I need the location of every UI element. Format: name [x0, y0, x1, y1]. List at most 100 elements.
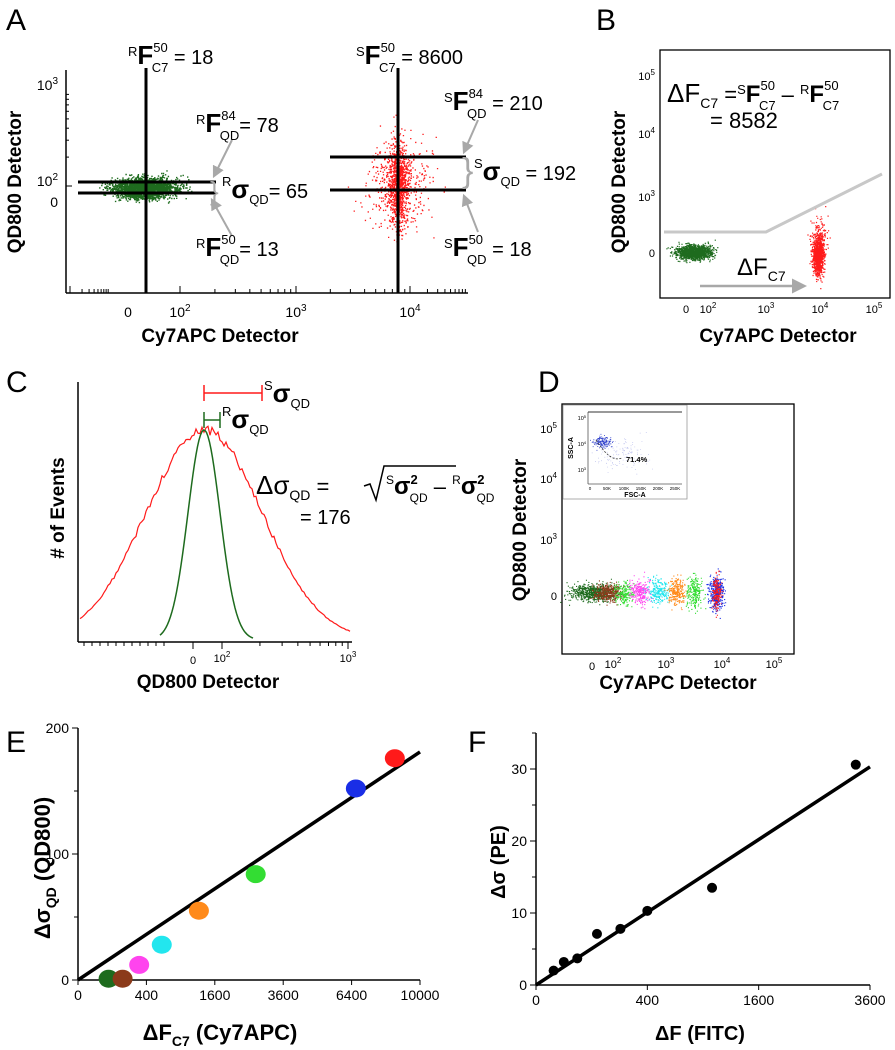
panel-d-population-7 [706, 568, 727, 619]
panel-c-y-axis-label: # of Events [48, 457, 69, 558]
panel-c-r-histogram [159, 429, 254, 639]
panel-e-x-tick-label: 6400 [336, 987, 367, 1003]
panel-b-y-tick-1: 103 [638, 189, 655, 204]
panel-c-sqrt-sign [363, 465, 456, 503]
panel-d-y-tick-0: 0 [551, 591, 557, 603]
panel-d-inset-x-tick-4: 200K [653, 486, 664, 491]
panel-letter-e: E [6, 726, 26, 759]
panel-b-y-tick-3: 105 [638, 68, 655, 83]
panel-e-point-0 [98, 969, 119, 988]
panel-f: F 0 400 1600 3600 0 10 20 30 ΔF (FITC) Δσ (PE) [468, 726, 886, 1045]
panel-c-equation: ΔσQD = [256, 470, 329, 503]
panel-a-x-tick-1: 102 [169, 303, 191, 320]
panel-a-x-axis-label: Cy7APC Detector [141, 326, 299, 347]
panel-letter-a: A [6, 4, 26, 37]
panel-a-s-population-spread [347, 125, 446, 239]
panel-b-delta-label: ΔFC7 [737, 254, 786, 284]
panel-f-y-tick-label: 10 [511, 905, 527, 921]
panel-letter-d: D [538, 366, 560, 399]
panel-e-y-tick-label: 200 [46, 720, 70, 736]
panel-f-x-tick-label: 1600 [743, 992, 774, 1008]
panel-d-inset-frame [562, 404, 688, 500]
panel-c: C SσQD RσQD ΔσQD = Sσ2 QD – Rσ2 QD = 176 0… [6, 366, 495, 693]
panel-e-point-1 [112, 969, 133, 988]
panel-f-y-tick-label: 0 [519, 977, 527, 993]
panel-b-y-axis-label: QD800 Detector [609, 110, 630, 253]
panel-d-x-tick-0: 0 [589, 661, 595, 673]
panel-d-y-tick-2: 104 [540, 471, 557, 486]
panel-a-rf50c7-label: RF50 C7 = 18 [128, 40, 213, 75]
panel-f-x-tick-label: 0 [532, 992, 540, 1008]
panel-d-inset-x-tick-0: 0 [589, 486, 592, 491]
panel-a-y-tick-2: 103 [37, 76, 59, 93]
panel-b-x-tick-1: 102 [700, 301, 717, 316]
panel-a-x-tick-3: 104 [399, 303, 421, 320]
panel-b-y-tick-2: 104 [638, 126, 655, 141]
panel-d-inset-scatter [590, 432, 653, 475]
panel-a-y-tick-1: 102 [37, 172, 59, 189]
panel-f-y-tick-label: 30 [511, 761, 527, 777]
panel-a-rf84qd-label: RF84 QD= 78 [196, 108, 279, 143]
panel-c-x-tick-0: 0 [190, 655, 196, 667]
panel-d-y-tick-1: 103 [540, 532, 557, 547]
panel-a-x-tick-0: 0 [124, 304, 132, 320]
panel-f-point-2 [572, 953, 583, 964]
panel-a-y-ticks: 0 102 103 [37, 76, 59, 210]
panel-e-point-7 [384, 749, 405, 768]
panel-e-y-axis-label: ΔσQD (QD800) [30, 797, 59, 939]
panel-e-point-6 [345, 779, 366, 798]
panel-e-chart: 0 400 1600 3600 6400 10000 0 100 200 [46, 720, 440, 1003]
panel-d: D 71.4% SSC-A FSC-A 105 104 103 0 50K 10… [510, 366, 795, 694]
panel-d-inset-y-tick-2: 103 [578, 466, 587, 474]
panel-f-fit-line [535, 765, 871, 987]
panel-d-inset-ylabel: SSC-A [568, 437, 575, 459]
panel-b-equation: ΔFC7 =SF50 C7 – RF50 C7 [667, 78, 839, 113]
panel-b-r-population [666, 239, 719, 264]
panel-a-s-population-core [383, 114, 415, 243]
panel-d-inset-x-ticks: 0 50K 100K 150K 200K 250K [589, 486, 681, 491]
panel-d-inset-y-tick-0: 105 [578, 414, 587, 422]
panel-a-y-axis-label: QD800 Detector [5, 110, 26, 253]
panel-d-population-3 [627, 571, 654, 610]
panel-f-point-6 [707, 882, 718, 893]
panel-b-x-tick-3: 104 [812, 301, 829, 316]
panel-d-inset-percent: 71.4% [626, 455, 648, 464]
panel-d-population-5 [664, 574, 690, 611]
panel-c-x-tick-1: 102 [214, 650, 231, 665]
panel-b-equation-value: = 8582 [710, 108, 778, 133]
panel-d-inset-population [590, 433, 614, 451]
panel-b-y-ticks: 0 103 104 105 [638, 68, 655, 260]
panel-a-sf50c7-label: SF50 C7 = 8600 [356, 40, 463, 75]
panel-d-population-1 [590, 580, 628, 606]
panel-f-x-tick-label: 400 [636, 992, 660, 1008]
panel-e-x-tick-label: 1600 [199, 987, 230, 1003]
panel-e-point-5 [245, 865, 266, 884]
panel-d-inset-x-tick-1: 50K [603, 486, 611, 491]
panel-a-sf84qd-label: SF84 QD = 210 [444, 86, 543, 121]
panel-a-rf50qd-label: RF50 QD= 13 [196, 232, 279, 267]
panel-d-population-2 [612, 579, 637, 608]
panel-d-population-8 [710, 570, 724, 618]
panel-c-x-tick-2: 103 [340, 650, 357, 665]
panel-f-y-tick-label: 20 [511, 833, 527, 849]
panel-d-plot-frame [561, 403, 795, 655]
panel-d-y-ticks: 0 103 104 105 [540, 421, 557, 603]
panel-d-y-tick-3: 105 [540, 421, 557, 436]
panel-f-chart: 0 400 1600 3600 0 10 20 30 [511, 732, 886, 1008]
panel-e-fit-line [77, 750, 421, 982]
panel-d-y-axis-label: QD800 Detector [510, 458, 531, 601]
panel-d-scatter [560, 568, 727, 619]
panel-f-point-4 [615, 923, 626, 934]
panel-e-point-3 [151, 935, 172, 954]
panel-a-rsigma-label: RσQD= 65 [222, 174, 308, 207]
panel-b-x-tick-2: 103 [758, 301, 775, 316]
panel-e-x-tick-label: 400 [135, 987, 159, 1003]
panel-e: E 0 400 1600 3600 6400 10000 0 100 200 ΔFC7 (Cy7… [6, 720, 440, 1049]
panel-a-x-tick-2: 103 [285, 303, 307, 320]
panel-e-point-4 [188, 901, 209, 920]
panel-c-s-histogram [79, 425, 351, 632]
panel-a-rf84-arrow [212, 139, 233, 179]
panel-e-x-tick-label: 3600 [268, 987, 299, 1003]
panel-b: B ΔFC7 ΔFC7 =SF50 C7 – RF50 C7 = 8582 0 10… [596, 4, 891, 347]
